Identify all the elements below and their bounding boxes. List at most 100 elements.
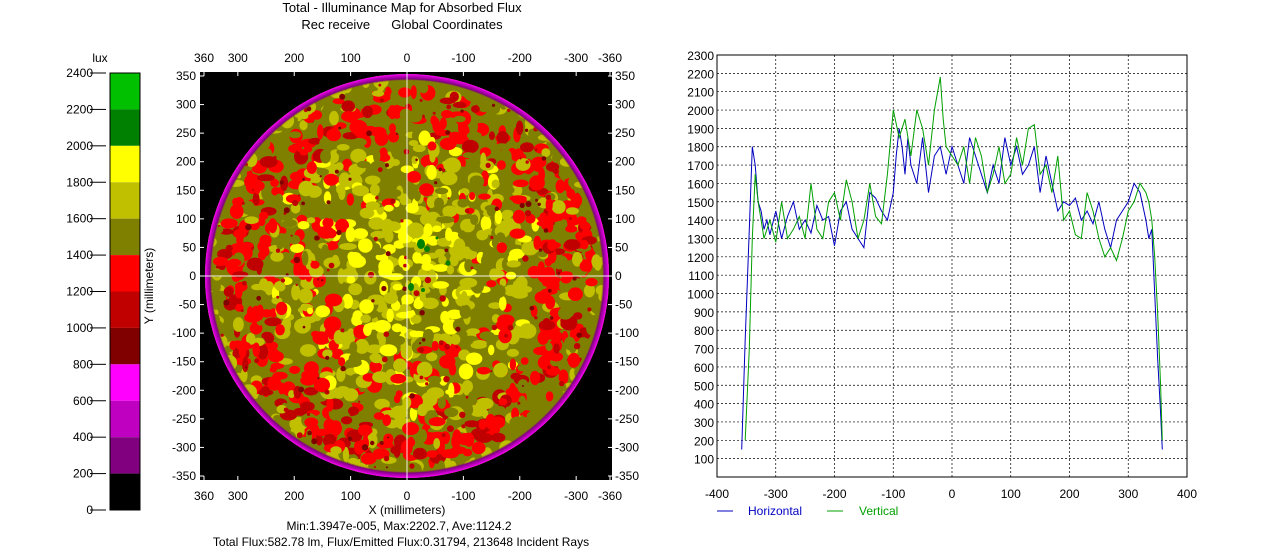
- map-x-tick-top: 200: [284, 51, 304, 65]
- color-band-800-1000: [110, 327, 140, 365]
- color-band-1400-1600: [110, 218, 140, 256]
- color-band-2200-2400: [110, 73, 140, 110]
- map-x-tick-top: 300: [228, 51, 248, 65]
- color-legend-tick-label: 1200: [66, 285, 93, 299]
- map-y-tick-right: 300: [615, 98, 635, 112]
- color-legend-tick-label: 1600: [66, 212, 93, 226]
- chart-y-tick-label: 2300: [687, 49, 714, 63]
- map-y-tick-right: 250: [615, 126, 635, 140]
- chart-y-tick-label: 700: [694, 343, 714, 357]
- map-y-tick-right: 50: [615, 240, 629, 254]
- chart-x-tick-label: 0: [949, 487, 956, 501]
- color-legend-tick-label: 800: [73, 357, 93, 371]
- color-band-0-200: [110, 473, 140, 510]
- chart-y-tick-label: 1400: [687, 214, 714, 228]
- color-band-1000-1200: [110, 291, 140, 328]
- color-legend-tick-label: 600: [73, 394, 93, 408]
- map-y-tick-right: 200: [615, 155, 635, 169]
- map-y-tick-right: -150: [615, 355, 639, 369]
- map-x-tick-top: -300: [564, 51, 588, 65]
- map-x-tick-bottom: -360: [598, 489, 622, 503]
- color-legend-tick-label: 2400: [66, 66, 93, 80]
- map-y-tick-right: -50: [615, 298, 633, 312]
- color-band-600-800: [110, 364, 140, 401]
- color-legend-tick-label: 400: [73, 430, 93, 444]
- map-y-tick-left: 150: [176, 183, 196, 197]
- color-legend-tick-label: 1800: [66, 175, 93, 189]
- map-x-tick-top: -200: [508, 51, 532, 65]
- chart-y-tick-label: 1500: [687, 196, 714, 210]
- chart-y-tick-label: 500: [694, 379, 714, 393]
- chart-y-tick-label: 1100: [688, 269, 714, 283]
- color-band-1800-2000: [110, 145, 140, 183]
- chart-y-tick-label: 800: [694, 324, 714, 338]
- profile-plot-area: [716, 54, 1188, 478]
- map-x-axis-label: X (millimeters): [369, 503, 446, 517]
- map-y-tick-right: 100: [615, 212, 635, 226]
- chart-y-tick-label: 1200: [687, 251, 714, 265]
- color-band-200-400: [110, 437, 140, 474]
- color-legend-tick-label: 2000: [66, 139, 93, 153]
- color-legend: lux 240022002000180016001400120010008006…: [66, 51, 141, 517]
- chart-x-tick-label: -400: [705, 487, 729, 501]
- report-title: Total - Illuminance Map for Absorbed Flu…: [282, 0, 522, 15]
- chart-x-tick-label: 400: [1177, 487, 1197, 501]
- legend-label-horizontal: Horizontal: [748, 504, 802, 518]
- color-legend-frame: [109, 72, 141, 511]
- color-legend-unit: lux: [92, 51, 107, 65]
- chart-legend: Horizontal Vertical: [717, 504, 898, 518]
- color-legend-tick-label: 0: [86, 503, 93, 517]
- map-y-tick-left: 250: [176, 126, 196, 140]
- map-y-tick-right: -100: [615, 326, 639, 340]
- chart-y-tick-label: 1600: [687, 177, 714, 191]
- map-x-tick-bottom: -300: [564, 489, 588, 503]
- map-x-tick-top: 0: [404, 51, 411, 65]
- illuminance-map: 360 300 200 100 0 -100 -200 -300 -360 360 300 200 10…: [142, 51, 639, 549]
- color-band-1600-1800: [110, 182, 140, 219]
- map-y-tick-right: -250: [615, 412, 639, 426]
- map-y-tick-right: -300: [615, 440, 639, 454]
- map-y-tick-left: 350: [176, 69, 196, 83]
- chart-y-tick-label: 2000: [687, 104, 714, 118]
- color-legend-tick-label: 200: [73, 467, 93, 481]
- chart-x-tick-label: -100: [881, 487, 905, 501]
- chart-y-tick-label: 300: [694, 416, 714, 430]
- color-band-400-600: [110, 400, 140, 438]
- map-y-tick-left: -300: [172, 440, 196, 454]
- chart-x-tick-label: 200: [1059, 487, 1079, 501]
- series-line-vertical: [744, 76, 1163, 441]
- map-y-tick-left: -50: [179, 298, 197, 312]
- chart-y-tick-label: 1000: [687, 288, 714, 302]
- chart-y-tick-label: 200: [694, 434, 714, 448]
- chart-y-tick-label: 900: [694, 306, 714, 320]
- color-legend-tick-label: 1400: [66, 248, 93, 262]
- map-x-tick-top: 100: [341, 51, 361, 65]
- map-x-tick-bottom: -200: [508, 489, 532, 503]
- map-x-tick-bottom: 0: [404, 489, 411, 503]
- map-stats-flux: Total Flux:582.78 lm, Flux/Emitted Flux:…: [213, 535, 589, 549]
- chart-x-tick-label: -200: [822, 487, 846, 501]
- map-y-tick-left: 300: [176, 98, 196, 112]
- map-y-tick-left: 200: [176, 155, 196, 169]
- chart-x-tick-label: -300: [764, 487, 788, 501]
- map-y-tick-left: -200: [172, 383, 196, 397]
- report-subtitle-coordinates: Global Coordinates: [391, 17, 503, 32]
- chart-y-tick-label: 600: [694, 361, 714, 375]
- color-band-2000-2200: [110, 109, 140, 146]
- map-y-tick-right: 0: [615, 269, 622, 283]
- map-y-tick-left: -250: [172, 412, 196, 426]
- map-y-tick-left: 50: [183, 240, 197, 254]
- chart-y-tick-label: 1900: [687, 122, 714, 136]
- map-y-tick-right: -200: [615, 383, 639, 397]
- map-y-tick-left: 0: [189, 269, 196, 283]
- map-stats-min-max-ave: Min:1.3947e-005, Max:2202.7, Ave:1124.2: [286, 519, 511, 533]
- chart-y-tick-label: 100: [694, 453, 714, 467]
- report-subtitle-receiver: Rec receive: [301, 17, 371, 32]
- map-x-tick-bottom: 300: [228, 489, 248, 503]
- map-y-tick-right: 350: [615, 69, 635, 83]
- map-y-tick-left: 100: [176, 212, 196, 226]
- chart-x-tick-label: 100: [1001, 487, 1021, 501]
- map-x-tick-bottom: -100: [451, 489, 475, 503]
